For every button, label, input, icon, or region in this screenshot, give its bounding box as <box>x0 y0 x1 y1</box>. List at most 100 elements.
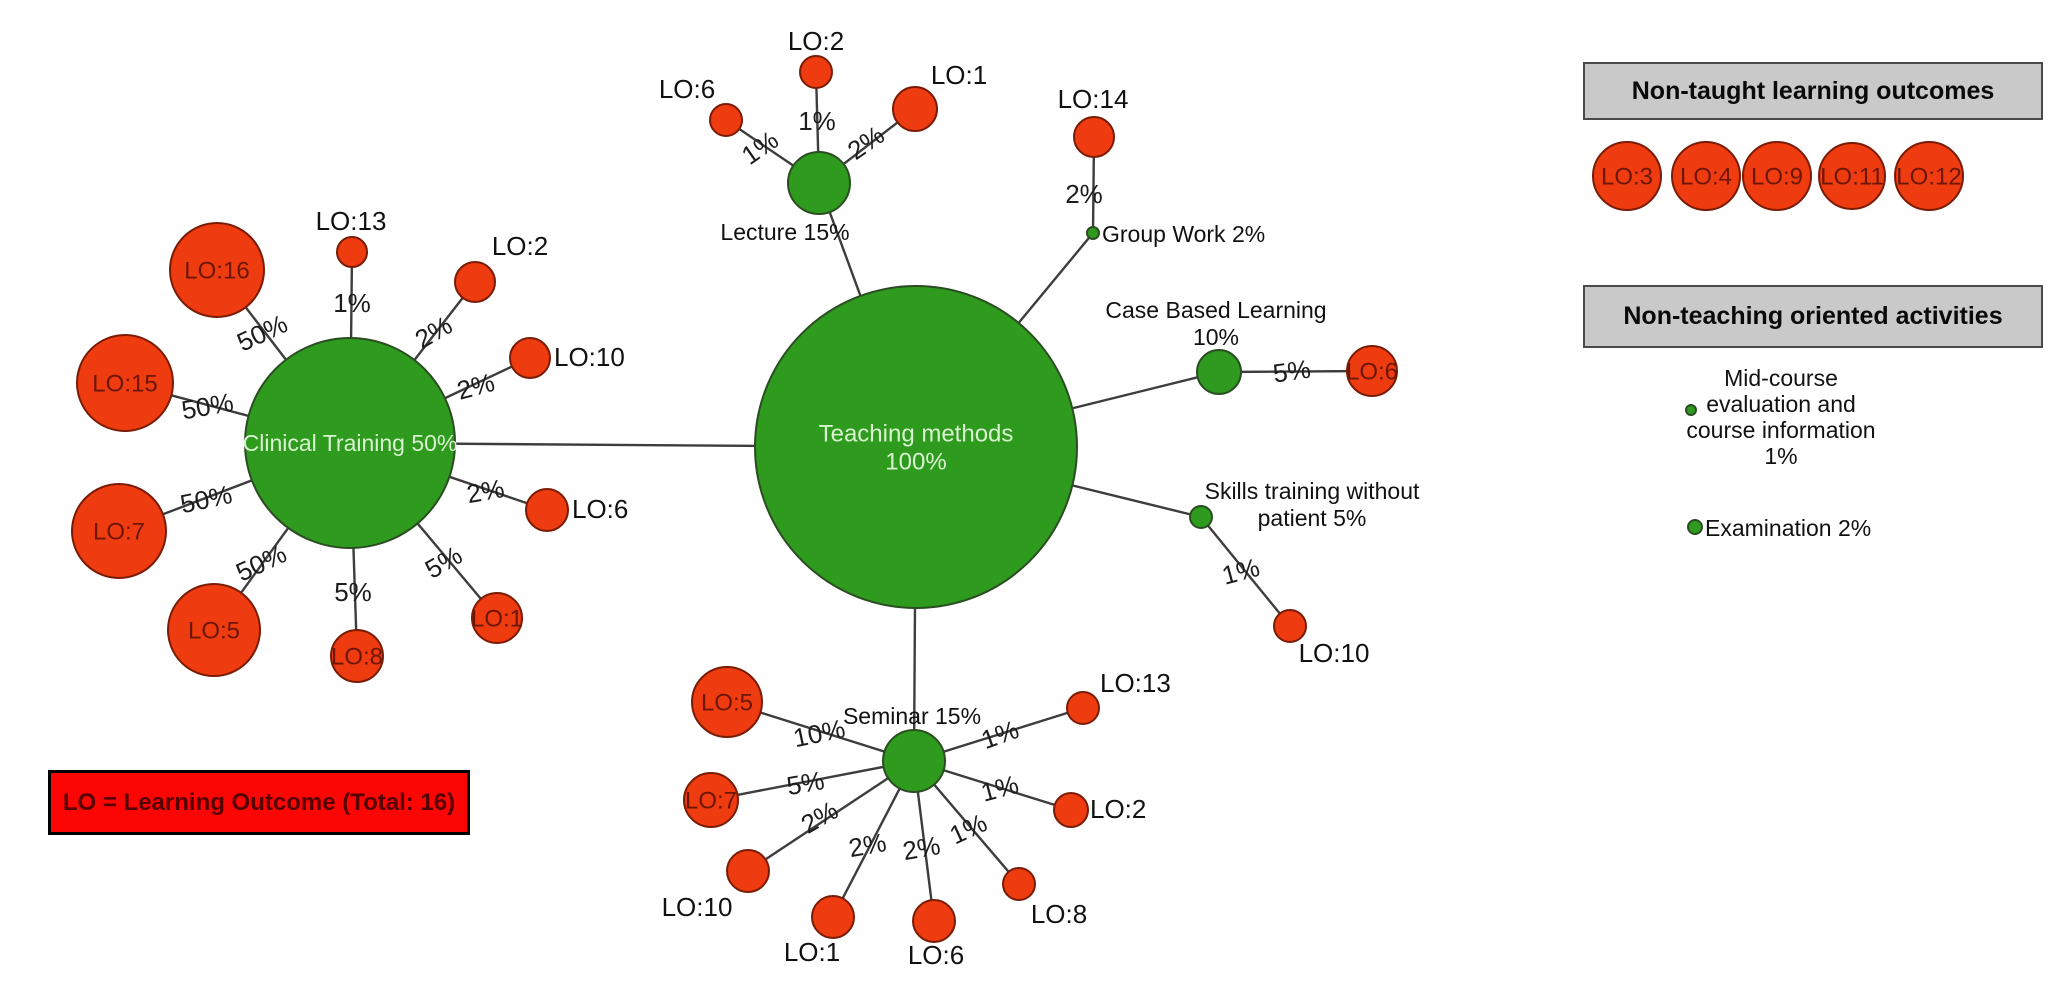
outcome-node-cl_lo2 <box>454 261 496 303</box>
node-label-cl_lo15: LO:15 <box>92 370 157 397</box>
outcome-node-sem_lo2 <box>1053 792 1089 828</box>
edge-label-clinical-cl_lo7: 50% <box>178 479 235 519</box>
node-label-clinical: Clinical Training 50% <box>243 430 458 456</box>
outcome-node-cl_lo5 <box>167 583 261 677</box>
edge-seminar-sem_lo10 <box>747 759 915 873</box>
node-label-sem_lo2: LO:2 <box>1090 794 1146 824</box>
edge-label-clinical-cl_lo10: 2% <box>454 367 498 406</box>
outcome-node-sem_lo1 <box>811 895 855 939</box>
outcome-node-sem_lo5 <box>691 666 763 738</box>
node-label-cl_lo16: LO:16 <box>184 257 249 284</box>
edge-label-clinical-cl_lo13: 1% <box>333 288 371 318</box>
edge-label-groupwork-gw_lo14: 2% <box>1065 179 1103 209</box>
method-node-groupwork <box>1086 226 1100 240</box>
node-label-lec_lo6: LO:6 <box>659 74 715 104</box>
legend-box: LO = Learning Outcome (Total: 16) <box>48 770 470 835</box>
node-label-lec_lo2: LO:2 <box>788 26 844 56</box>
edge-seminar-sem_lo7 <box>710 759 915 802</box>
node-label-cl_lo10: LO:10 <box>554 342 625 372</box>
node-label-teaching: Teaching methods 100% <box>819 420 1014 475</box>
outcome-node-sem_lo13 <box>1066 691 1100 725</box>
node-label-cl_lo1: LO:1 <box>471 605 523 632</box>
node-label-cl_lo5: LO:5 <box>188 617 240 644</box>
node-label-nt_lo3: LO:3 <box>1601 163 1653 190</box>
edge-label-seminar-sem_lo13: 1% <box>977 714 1023 755</box>
edge-label-seminar-sem_lo5: 10% <box>791 713 848 753</box>
outcome-node-sk_lo10 <box>1273 609 1307 643</box>
node-label-sem_lo5: LO:5 <box>701 689 753 716</box>
edge-label-seminar-sem_lo7: 5% <box>784 765 826 801</box>
node-label-lecture: Lecture 15% <box>720 219 849 245</box>
node-label-sem_lo13: LO:13 <box>1100 668 1171 698</box>
outcome-node-nt_lo4 <box>1671 141 1741 211</box>
node-label-sem_lo7: LO:7 <box>685 787 737 814</box>
node-label-skills: Skills training without patient 5% <box>1205 478 1420 531</box>
edge-label-seminar-sem_lo1: 2% <box>846 827 888 863</box>
outcome-node-cl_lo6 <box>525 488 569 532</box>
edge-label-cbl-cbl_lo6: 5% <box>1271 354 1312 389</box>
method-node-lecture <box>787 151 851 215</box>
node-label-nt_lo4: LO:4 <box>1680 163 1732 190</box>
edge-label-clinical-cl_lo1: 5% <box>420 540 468 585</box>
node-label-lec_lo1: LO:1 <box>931 60 987 90</box>
outcome-node-nt_lo11 <box>1818 142 1886 210</box>
method-node-midcourse <box>1685 404 1697 416</box>
outcome-node-cl_lo1 <box>471 592 523 644</box>
edge-label-lecture-lec_lo2: 1% <box>798 106 836 136</box>
edge-label-clinical-cl_lo2: 2% <box>410 310 458 355</box>
edge-label-clinical-cl_lo5: 50% <box>231 538 291 587</box>
edge-label-seminar-sem_lo2: 1% <box>978 769 1022 808</box>
method-node-cbl <box>1196 349 1242 395</box>
node-label-cl_lo2: LO:2 <box>492 231 548 261</box>
edge-label-clinical-cl_lo16: 50% <box>232 308 292 357</box>
outcome-node-cl_lo10 <box>509 337 551 379</box>
node-label-nt_lo12: LO:12 <box>1896 163 1961 190</box>
outcome-node-cl_lo15 <box>76 334 174 432</box>
edge-label-seminar-sem_lo6: 2% <box>900 830 942 866</box>
edge-label-seminar-sem_lo10: 2% <box>796 795 844 840</box>
node-label-seminar: Seminar 15% <box>843 703 981 729</box>
node-label-cbl: Case Based Learning 10% <box>1105 297 1326 350</box>
outcome-node-sem_lo6 <box>912 899 956 943</box>
method-node-exam <box>1687 519 1703 535</box>
node-label-exam: Examination 2% <box>1705 515 1871 541</box>
non-taught-header: Non-taught learning outcomes <box>1583 62 2043 120</box>
edge-skills-sk_lo10 <box>1200 516 1291 627</box>
node-label-sem_lo1: LO:1 <box>784 937 840 967</box>
node-label-nt_lo9: LO:9 <box>1751 163 1803 190</box>
edge-label-clinical-cl_lo15: 50% <box>179 387 235 426</box>
outcome-node-nt_lo3 <box>1592 141 1662 211</box>
outcome-node-sem_lo10 <box>726 849 770 893</box>
node-label-cl_lo13: LO:13 <box>316 206 387 236</box>
node-label-sem_lo10: LO:10 <box>662 892 733 922</box>
edge-label-clinical-cl_lo8: 5% <box>334 577 372 607</box>
outcome-node-cl_lo13 <box>336 236 368 268</box>
outcome-node-lec_lo2 <box>799 55 833 89</box>
node-label-sem_lo6: LO:6 <box>908 940 964 970</box>
node-label-cl_lo6: LO:6 <box>572 494 628 524</box>
outcome-node-cbl_lo6 <box>1346 345 1398 397</box>
outcome-node-sem_lo7 <box>683 772 739 828</box>
method-node-teaching <box>754 285 1078 609</box>
node-label-midcourse: Mid-course evaluation and course informati… <box>1686 365 1875 469</box>
node-label-sem_lo8: LO:8 <box>1031 899 1087 929</box>
outcome-node-lec_lo1 <box>892 86 938 132</box>
node-label-groupwork: Group Work 2% <box>1102 221 1265 247</box>
node-label-sk_lo10: LO:10 <box>1299 638 1370 668</box>
outcome-node-sem_lo8 <box>1002 867 1036 901</box>
outcome-node-cl_lo7 <box>71 483 167 579</box>
outcome-node-cl_lo8 <box>330 629 384 683</box>
method-node-clinical <box>244 337 456 549</box>
node-label-cbl_lo6: LO:6 <box>1346 358 1398 385</box>
method-node-seminar <box>882 729 946 793</box>
node-label-nt_lo11: LO:11 <box>1820 163 1884 190</box>
edge-label-clinical-cl_lo6: 2% <box>464 473 506 509</box>
node-label-cl_lo8: LO:8 <box>331 643 383 670</box>
outcome-node-nt_lo12 <box>1894 141 1964 211</box>
node-label-gw_lo14: LO:14 <box>1058 84 1129 114</box>
outcome-node-lec_lo6 <box>709 103 743 137</box>
method-node-skills <box>1189 505 1213 529</box>
outcome-node-gw_lo14 <box>1073 116 1115 158</box>
